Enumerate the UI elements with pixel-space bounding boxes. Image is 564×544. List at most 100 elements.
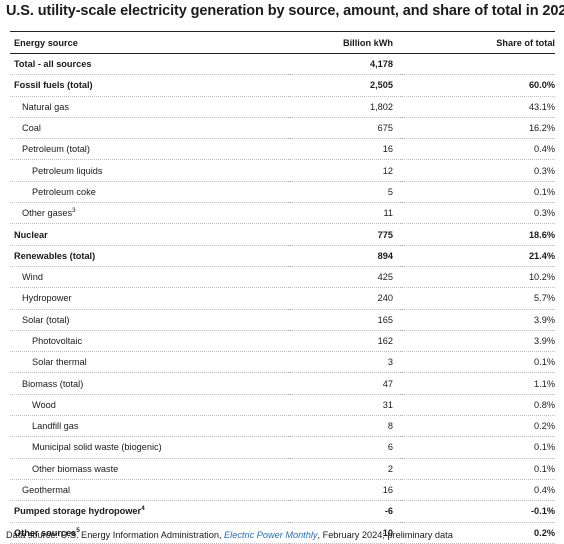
share-of-total-cell: 0.2% xyxy=(401,415,555,438)
energy-source-label: Solar thermal xyxy=(32,357,87,368)
table-row: Solar thermal 3 0.1% xyxy=(10,351,555,374)
energy-source-cell: Renewables (total) xyxy=(10,245,289,267)
energy-source-label: Wind xyxy=(22,272,43,283)
energy-source-label: Wood xyxy=(32,399,56,410)
billion-kwh-cell: 675 xyxy=(289,117,401,140)
billion-kwh-cell: -6 xyxy=(289,500,401,523)
energy-source-cell: Wind xyxy=(10,266,289,289)
billion-kwh-cell: 425 xyxy=(289,266,401,289)
energy-source-label: Other biomass waste xyxy=(32,463,119,474)
energy-source-label: Petroleum (total) xyxy=(22,144,90,155)
table-row: Photovoltaic 162 3.9% xyxy=(10,330,555,353)
energy-source-cell: Fossil fuels (total) xyxy=(10,74,289,97)
footnote-marker: 5 xyxy=(76,526,80,534)
source-suffix: , February 2024; preliminary data xyxy=(317,530,453,540)
share-of-total-cell: 1.1% xyxy=(401,372,555,395)
share-of-total-cell: 0.3% xyxy=(401,202,555,225)
energy-source-cell: Municipal solid waste (biogenic) xyxy=(10,436,289,459)
table-row: Municipal solid waste (biogenic) 6 0.1% xyxy=(10,436,555,459)
footnote-marker: 3 xyxy=(72,207,76,215)
energy-source-label: Other sources xyxy=(14,527,77,538)
table-row: Pumped storage hydropower4 -6 -0.1% xyxy=(10,500,555,523)
table-row: Wind 425 10.2% xyxy=(10,266,555,289)
energy-source-label: Fossil fuels (total) xyxy=(14,80,93,91)
table-row: Wood 31 0.8% xyxy=(10,394,555,417)
share-of-total-cell: 0.4% xyxy=(401,479,555,502)
billion-kwh-cell: 6 xyxy=(289,436,401,459)
energy-source-label: Nuclear xyxy=(14,229,48,240)
share-of-total-cell: 60.0% xyxy=(401,74,555,97)
energy-source-cell: Other gases3 xyxy=(10,202,289,225)
energy-source-label: Natural gas xyxy=(22,101,69,112)
energy-source-label: Municipal solid waste (biogenic) xyxy=(32,442,162,453)
table-row: Other biomass waste 2 0.1% xyxy=(10,458,555,480)
share-of-total-cell: 0.1% xyxy=(401,181,555,204)
table-header-row: Energy source Billion kWh Share of total xyxy=(10,31,555,54)
table-row: Landfill gas 8 0.2% xyxy=(10,415,555,438)
page-title: U.S. utility-scale electricity generatio… xyxy=(6,3,564,19)
energy-source-cell: Solar thermal xyxy=(10,351,289,374)
energy-source-cell: Natural gas xyxy=(10,96,289,118)
energy-source-label: Landfill gas xyxy=(32,421,79,432)
table-row: Geothermal 16 0.4% xyxy=(10,479,555,502)
billion-kwh-cell: 162 xyxy=(289,330,401,353)
billion-kwh-cell: 894 xyxy=(289,245,401,267)
table-row: Coal 675 16.2% xyxy=(10,117,555,140)
energy-source-cell: Nuclear xyxy=(10,223,289,246)
energy-source-label: Renewables (total) xyxy=(14,250,96,261)
energy-source-label: Biomass (total) xyxy=(22,378,84,389)
table-row: Biomass (total) 47 1.1% xyxy=(10,372,555,395)
energy-source-label: Hydropower xyxy=(22,293,72,304)
share-of-total-cell: 0.3% xyxy=(401,159,555,182)
source-publication-link[interactable]: Electric Power Monthly xyxy=(224,530,318,540)
header-energy-source: Energy source xyxy=(10,31,289,54)
energy-source-cell: Other biomass waste xyxy=(10,458,289,480)
energy-source-label: Other gases xyxy=(22,208,73,219)
billion-kwh-cell: 16 xyxy=(289,138,401,161)
billion-kwh-cell: 47 xyxy=(289,372,401,395)
table-row: Hydropower 240 5.7% xyxy=(10,287,555,310)
energy-source-label: Photovoltaic xyxy=(32,336,83,346)
billion-kwh-cell: 12 xyxy=(289,159,401,182)
energy-source-cell: Geothermal xyxy=(10,479,289,502)
table-row: Fossil fuels (total) 2,505 60.0% xyxy=(10,74,555,97)
table-row: Natural gas 1,802 43.1% xyxy=(10,96,555,118)
source-prefix: Data source: U.S. Energy Information Adm… xyxy=(6,530,225,540)
table-row: Nuclear 775 18.6% xyxy=(10,223,555,246)
billion-kwh-cell: 3 xyxy=(289,351,401,374)
table-row: Total - all sources 4,178 xyxy=(10,53,555,76)
header-billion-kwh: Billion kWh xyxy=(289,31,401,54)
billion-kwh-cell: 165 xyxy=(289,309,401,331)
energy-source-label: Total - all sources xyxy=(14,59,92,70)
energy-source-cell: Photovoltaic xyxy=(10,330,289,353)
table-row: Petroleum coke 5 0.1% xyxy=(10,181,555,204)
table-row: Solar (total) 165 3.9% xyxy=(10,309,555,331)
share-of-total-cell: 0.1% xyxy=(401,351,555,374)
energy-source-cell: Hydropower xyxy=(10,287,289,310)
share-of-total-cell: 16.2% xyxy=(401,117,555,140)
share-of-total-cell: -0.1% xyxy=(401,500,555,523)
billion-kwh-cell: 240 xyxy=(289,287,401,310)
share-of-total-cell: 3.9% xyxy=(401,330,555,353)
billion-kwh-cell: 775 xyxy=(289,223,401,246)
energy-source-cell: Coal xyxy=(10,117,289,140)
billion-kwh-cell: 11 xyxy=(289,202,401,225)
energy-source-cell: Pumped storage hydropower4 xyxy=(10,500,289,523)
energy-source-label: Pumped storage hydropower xyxy=(14,506,142,517)
table-body: Total - all sources 4,178 Fossil fuels (to… xyxy=(10,53,555,544)
billion-kwh-cell: 2 xyxy=(289,458,401,480)
energy-source-cell: Total - all sources xyxy=(10,53,289,76)
billion-kwh-cell: 8 xyxy=(289,415,401,438)
data-source-note: Data source: U.S. Energy Information Adm… xyxy=(6,530,453,540)
share-of-total-cell: 18.6% xyxy=(401,223,555,246)
billion-kwh-cell: 16 xyxy=(289,479,401,502)
share-of-total-cell xyxy=(401,53,555,76)
billion-kwh-cell: 2,505 xyxy=(289,74,401,97)
energy-source-cell: Solar (total) xyxy=(10,309,289,331)
share-of-total-cell: 0.8% xyxy=(401,394,555,417)
energy-source-cell: Petroleum coke xyxy=(10,181,289,204)
share-of-total-cell: 0.1% xyxy=(401,436,555,459)
energy-source-cell: Wood xyxy=(10,394,289,417)
table-row: Other gases3 11 0.3% xyxy=(10,202,555,225)
